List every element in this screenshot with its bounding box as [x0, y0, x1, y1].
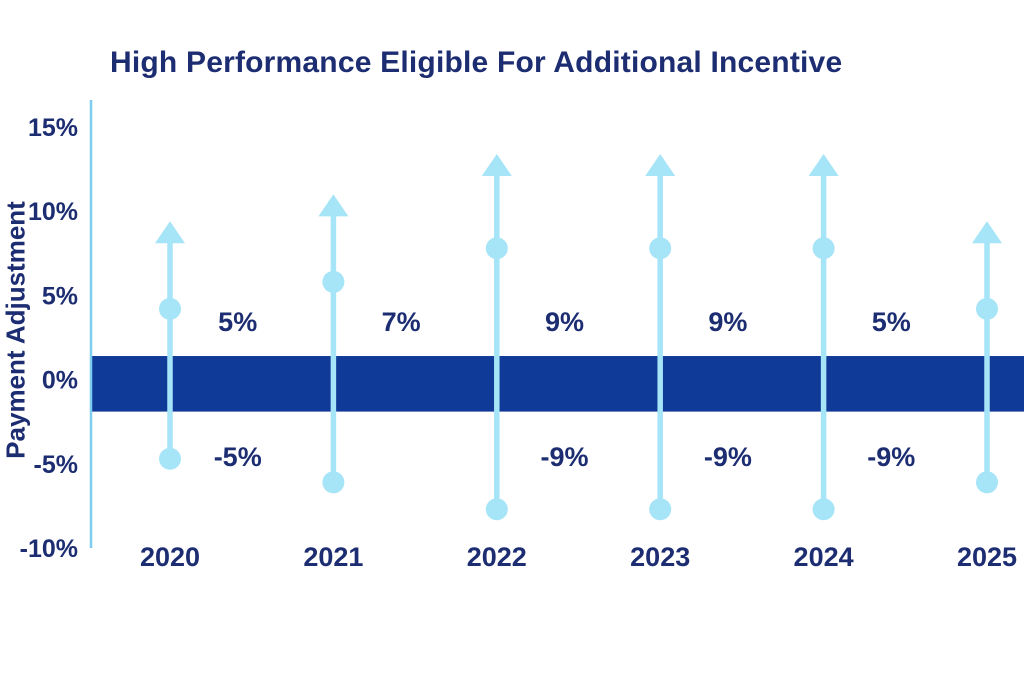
upper-dot-2025	[976, 297, 998, 320]
upper-dot-2021	[322, 270, 345, 293]
upper-dot-2022	[485, 237, 508, 260]
x-tick-label: 2021	[303, 542, 363, 572]
arrow-up-icon	[481, 153, 512, 176]
lower-dot-2021	[322, 471, 345, 494]
x-tick-label: 2023	[630, 542, 690, 572]
lower-dot-2022	[485, 498, 508, 521]
arrow-up-icon	[645, 153, 676, 176]
chart-title: High Performance Eligible For Additional…	[110, 46, 843, 79]
positive-adjustment-label: 7%	[382, 307, 421, 337]
lower-dot-2020	[159, 447, 181, 470]
positive-adjustment-label: 9%	[545, 307, 584, 337]
negative-adjustment-label: -5%	[214, 442, 262, 472]
x-tick-label: 2020	[140, 542, 200, 572]
arrow-up-icon	[808, 153, 839, 176]
y-tick-label: -10%	[20, 535, 78, 563]
x-tick-label: 2025	[957, 542, 1017, 572]
positive-adjustment-label: 5%	[218, 307, 257, 337]
arrow-up-icon	[155, 221, 185, 244]
y-tick-label: -5%	[34, 451, 78, 479]
positive-adjustment-label: 5%	[872, 307, 911, 337]
upper-dot-2020	[159, 297, 181, 320]
upper-dot-2024	[812, 237, 835, 260]
negative-adjustment-label: -9%	[867, 442, 915, 472]
negative-adjustment-label: -9%	[540, 442, 588, 472]
lower-dot-2024	[812, 498, 835, 521]
y-tick-label: 5%	[42, 282, 78, 310]
x-tick-label: 2022	[467, 542, 527, 572]
y-tick-label: 0%	[42, 367, 78, 395]
arrow-up-icon	[972, 221, 1002, 244]
negative-adjustment-label: -9%	[704, 442, 752, 472]
positive-adjustment-label: 9%	[708, 307, 747, 337]
x-tick-label: 2024	[794, 542, 854, 572]
y-tick-label: 10%	[28, 198, 78, 226]
zero-band	[92, 356, 1024, 412]
lower-dot-2023	[649, 498, 672, 521]
arrow-up-icon	[318, 194, 349, 217]
lower-dot-2025	[976, 471, 998, 494]
y-tick-label: 15%	[28, 114, 78, 142]
upper-dot-2023	[649, 237, 672, 260]
